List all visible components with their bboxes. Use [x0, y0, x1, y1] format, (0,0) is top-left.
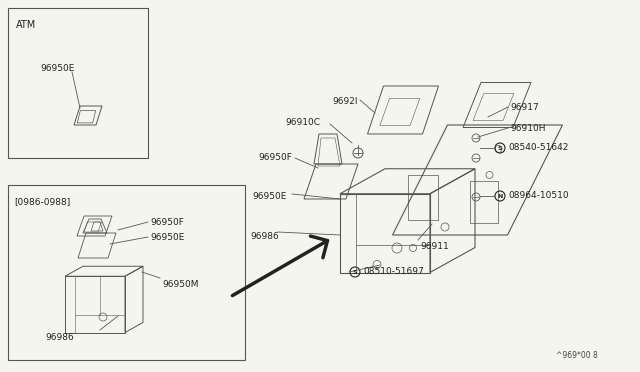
Text: 96986: 96986	[45, 333, 74, 342]
Text: 96910C: 96910C	[285, 118, 320, 127]
Text: 96950F: 96950F	[258, 153, 292, 162]
Text: 96950E: 96950E	[252, 192, 286, 201]
Text: ^969*00 8: ^969*00 8	[556, 351, 598, 360]
Text: [0986-0988]: [0986-0988]	[14, 197, 70, 206]
Text: 96950F: 96950F	[150, 218, 184, 227]
Bar	[8, 185, 245, 360]
Text: 96950M: 96950M	[162, 280, 198, 289]
Bar	[408, 175, 438, 220]
Text: 08510-51697: 08510-51697	[363, 267, 424, 276]
Bar	[470, 181, 498, 223]
Text: 96986: 96986	[250, 232, 279, 241]
Text: 96911: 96911	[420, 242, 449, 251]
Text: 08964-10510: 08964-10510	[508, 192, 568, 201]
Text: N: N	[497, 193, 502, 199]
Text: 96950E: 96950E	[40, 64, 74, 73]
Text: ATM: ATM	[16, 20, 36, 30]
Text: 96917: 96917	[510, 103, 539, 112]
Text: 96950E: 96950E	[150, 233, 184, 242]
Text: 08540-51642: 08540-51642	[508, 144, 568, 153]
Bar	[8, 8, 148, 158]
Text: S: S	[353, 269, 357, 275]
Text: 96910H: 96910H	[510, 124, 545, 133]
Text: S: S	[498, 145, 502, 151]
Text: 9692I: 9692I	[332, 97, 358, 106]
